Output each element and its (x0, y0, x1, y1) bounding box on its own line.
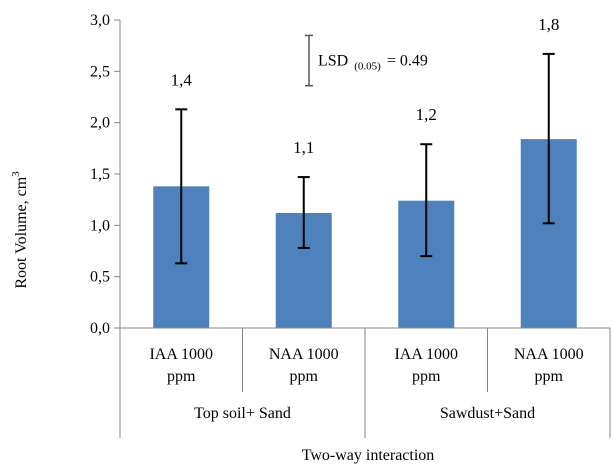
y-axis-title: Root Volume, cm3 (10, 171, 30, 289)
x-category-label-line: IAA 1000 (394, 346, 458, 363)
x-category-label: NAA 1000 ppm (269, 346, 339, 385)
x-group-label: Sawdust+Sand (440, 405, 535, 422)
data-label: 1,2 (416, 105, 437, 124)
y-tick-label: 0,5 (90, 269, 110, 286)
x-category-label-line: ppm (535, 368, 564, 385)
lsd-value: = 0.49 (387, 53, 428, 70)
x-category-label-line: NAA 1000 (514, 346, 584, 363)
y-axis: 0,0 0,5 1,0 1,5 2,0 2,5 3,0 (90, 12, 121, 337)
x-category-label: IAA 1000 ppm (394, 346, 458, 385)
y-tick-label: 1,5 (90, 166, 110, 183)
data-label: 1,8 (538, 15, 559, 34)
lsd-main: LSD (318, 53, 348, 70)
y-axis-title-superscript: 3 (10, 171, 22, 177)
x-category-label-line: ppm (412, 368, 441, 385)
x-category-label-line: ppm (167, 368, 196, 385)
x-category-label-line: NAA 1000 (269, 346, 339, 363)
x-category-label: IAA 1000 ppm (149, 346, 213, 385)
x-category-label-line: ppm (290, 368, 319, 385)
y-tick-label: 3,0 (90, 12, 110, 29)
y-tick-label: 2,5 (90, 63, 110, 80)
data-label: 1,1 (293, 138, 314, 157)
lsd-subscript: (0.05) (354, 61, 381, 73)
data-label: 1,4 (171, 70, 193, 89)
x-axis-title: Two-way interaction (302, 447, 435, 464)
y-tick-label: 2,0 (90, 115, 110, 132)
lsd-annotation: LSD (0.05) = 0.49 (305, 34, 428, 87)
x-category-label-line: IAA 1000 (149, 346, 213, 363)
bars: 1,4 1,1 1,2 1,8 (153, 15, 577, 328)
y-tick-label: 1,0 (90, 217, 110, 234)
y-axis-title-text: Root Volume, cm (13, 176, 30, 288)
lsd-label: LSD (0.05) = 0.49 (318, 53, 428, 74)
x-group-label: Top soil+ Sand (194, 405, 291, 422)
y-tick-label: 0,0 (90, 320, 110, 337)
x-category-label: NAA 1000 ppm (514, 346, 584, 385)
